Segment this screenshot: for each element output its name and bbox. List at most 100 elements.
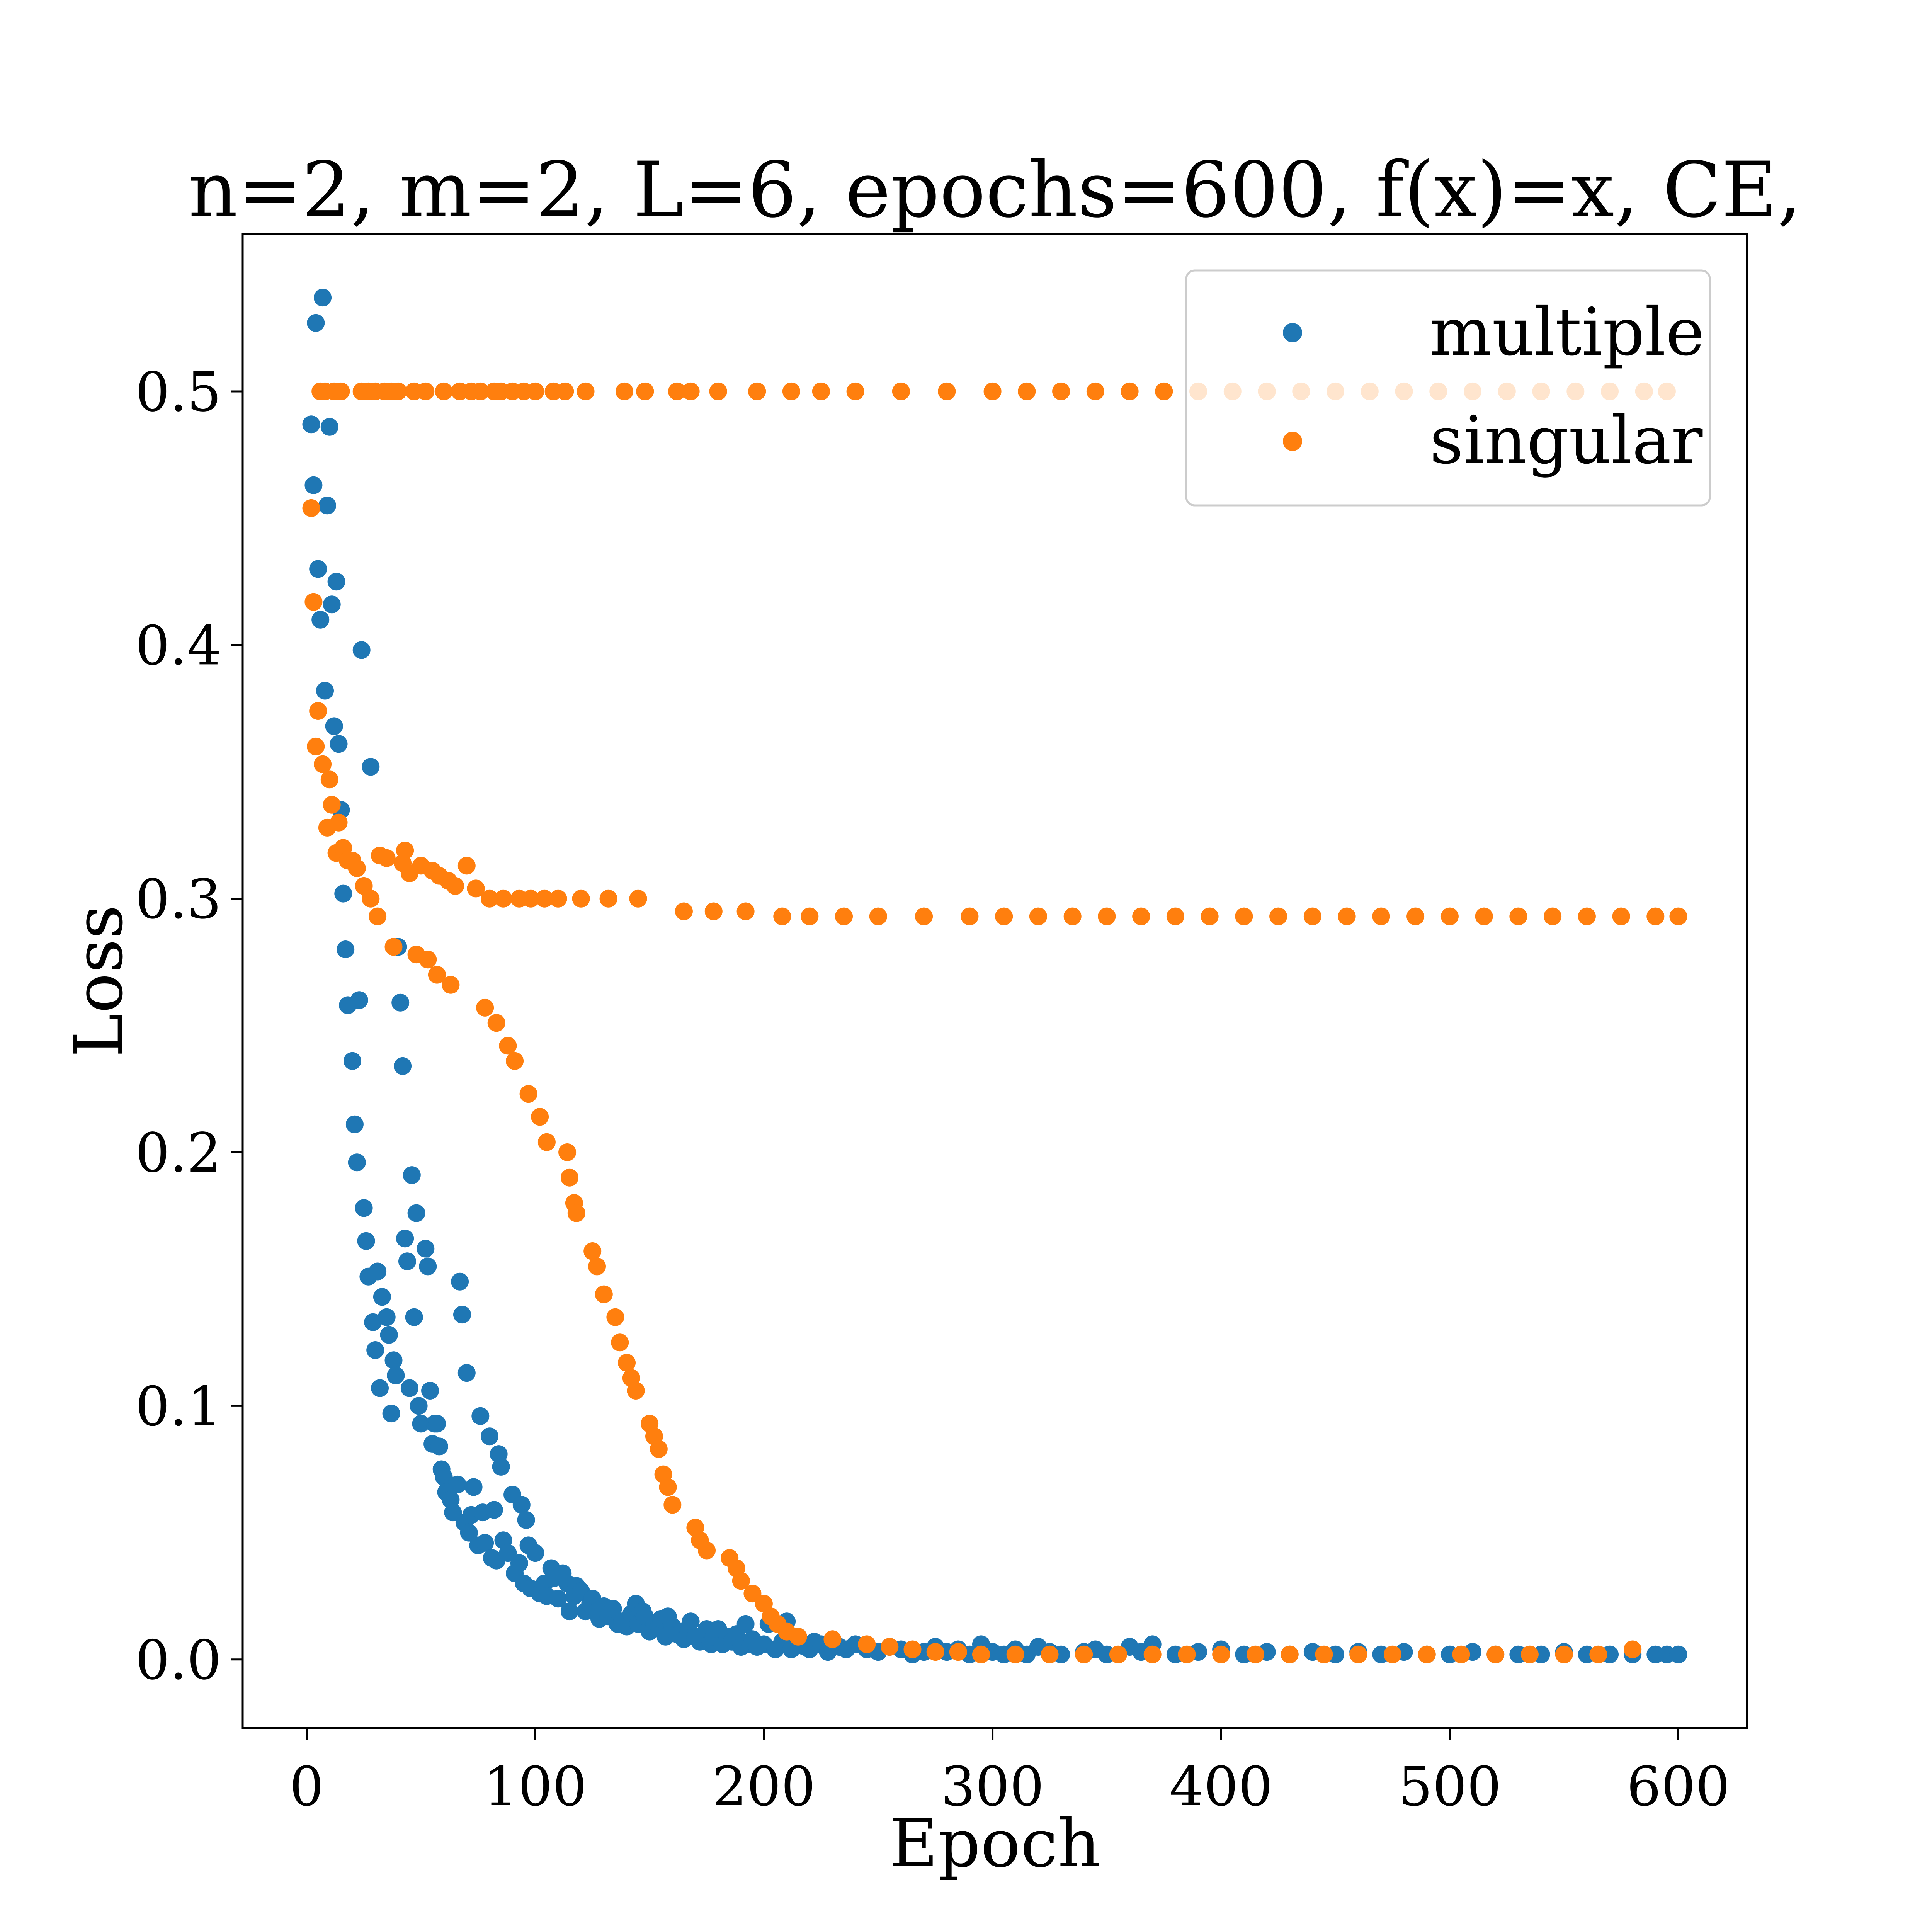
y-axis-label: Loss — [60, 905, 138, 1057]
data-point-singular — [304, 593, 323, 611]
data-point-singular — [307, 737, 325, 755]
data-point-singular — [588, 1257, 606, 1276]
y-tick-label: 0.0 — [135, 1629, 221, 1692]
data-point-singular — [773, 907, 791, 925]
data-point-multiple — [345, 1115, 364, 1133]
legend: multiple singular — [1185, 269, 1711, 507]
data-point-singular — [709, 382, 727, 400]
data-point-singular — [949, 1643, 967, 1661]
data-point-singular — [417, 382, 435, 400]
data-point-multiple — [464, 1478, 483, 1496]
data-point-multiple — [398, 1252, 416, 1270]
data-point-singular — [309, 702, 327, 720]
data-point-singular — [378, 849, 396, 867]
data-point-singular — [1555, 1645, 1573, 1663]
data-point-singular — [915, 907, 933, 925]
data-point-multiple — [512, 1496, 531, 1514]
data-point-singular — [1235, 907, 1253, 925]
data-point-singular — [419, 951, 437, 969]
y-tick-label: 0.2 — [135, 1122, 221, 1185]
data-point-multiple — [309, 560, 327, 578]
data-point-singular — [743, 1585, 762, 1603]
data-point-multiple — [417, 1240, 435, 1258]
data-point-singular — [659, 1478, 677, 1496]
data-point-multiple — [387, 1366, 405, 1384]
data-point-singular — [320, 770, 338, 789]
data-point-singular — [782, 382, 800, 400]
data-point-multiple — [451, 1272, 469, 1291]
legend-label-multiple: multiple — [1430, 294, 1705, 371]
data-point-multiple — [736, 1615, 755, 1633]
data-point-singular — [606, 1308, 624, 1326]
data-point-singular — [457, 857, 476, 875]
data-point-singular — [983, 382, 1002, 400]
data-point-multiple — [682, 1612, 700, 1631]
data-point-singular — [442, 976, 460, 994]
x-tick-label: 300 — [941, 1755, 1044, 1818]
series-layer — [302, 289, 1687, 1663]
data-point-multiple — [320, 418, 338, 436]
data-point-singular — [1406, 907, 1425, 925]
legend-box — [1185, 269, 1711, 507]
data-point-singular — [961, 907, 979, 925]
data-point-multiple — [357, 1232, 375, 1250]
data-point-singular — [446, 877, 464, 895]
data-point-singular — [1212, 1645, 1230, 1663]
data-point-singular — [506, 1052, 524, 1070]
data-point-singular — [332, 382, 350, 400]
data-point-singular — [599, 889, 617, 908]
data-point-singular — [1486, 1645, 1505, 1663]
data-point-multiple — [526, 1544, 544, 1562]
data-point-singular — [1612, 907, 1630, 925]
data-point-singular — [558, 1143, 577, 1161]
data-point-singular — [428, 966, 446, 984]
data-point-multiple — [453, 1306, 471, 1324]
data-point-multiple — [323, 595, 341, 614]
data-point-singular — [583, 1242, 602, 1260]
data-point-multiple — [371, 1379, 389, 1397]
legend-marker-multiple — [1283, 323, 1302, 342]
data-point-multiple — [410, 1397, 428, 1415]
data-point-singular — [330, 813, 348, 832]
data-point-multiple — [362, 758, 380, 776]
data-point-singular — [1669, 907, 1687, 925]
data-point-multiple — [444, 1503, 462, 1522]
data-point-singular — [668, 382, 686, 400]
data-point-singular — [556, 382, 574, 400]
data-point-singular — [494, 889, 512, 908]
data-point-multiple — [355, 1199, 373, 1217]
data-point-multiple — [344, 1052, 361, 1070]
data-point-multiple — [337, 940, 355, 958]
data-point-multiple — [384, 1351, 403, 1369]
legend-label-singular: singular — [1430, 402, 1703, 479]
data-point-singular — [748, 382, 766, 400]
data-point-singular — [572, 889, 590, 908]
x-tick-label: 600 — [1627, 1755, 1730, 1818]
data-point-singular — [1075, 1645, 1093, 1663]
data-point-singular — [1121, 382, 1139, 400]
data-point-multiple — [380, 1326, 398, 1344]
y-tick-label: 0.4 — [135, 614, 221, 677]
data-point-singular — [1509, 907, 1527, 925]
data-point-singular — [1452, 1645, 1470, 1663]
data-point-multiple — [394, 1057, 412, 1075]
data-point-multiple — [373, 1288, 391, 1306]
data-point-multiple — [348, 1153, 366, 1172]
chart-title: n=2, m=2, L=6, epochs=600, f(x)=x, CE, — [189, 145, 1802, 235]
data-point-multiple — [517, 1511, 535, 1529]
data-point-multiple — [378, 1308, 396, 1326]
data-point-singular — [396, 842, 414, 859]
data-point-multiple — [419, 1257, 437, 1276]
data-point-singular — [698, 1541, 716, 1560]
data-point-singular — [537, 1133, 556, 1151]
data-point-singular — [616, 382, 633, 400]
data-point-multiple — [421, 1382, 439, 1400]
data-point-singular — [1269, 907, 1287, 925]
y-tick-label: 0.5 — [135, 361, 221, 424]
data-point-singular — [812, 382, 830, 400]
data-point-multiple — [430, 1437, 448, 1456]
data-point-singular — [627, 1382, 645, 1400]
data-point-multiple — [382, 1405, 400, 1423]
data-point-singular — [1098, 907, 1116, 925]
data-point-singular — [663, 1496, 682, 1514]
